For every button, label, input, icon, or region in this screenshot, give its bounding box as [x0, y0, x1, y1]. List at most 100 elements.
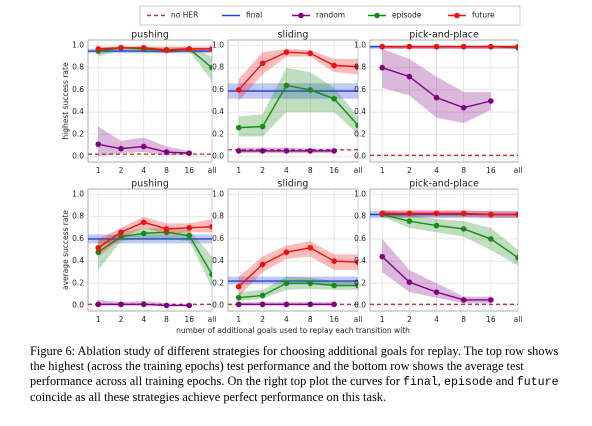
x-tick-label: 2: [407, 166, 412, 175]
x-tick-label: 2: [260, 315, 265, 324]
x-tick-label: 4: [141, 315, 146, 324]
data-point: [355, 282, 358, 289]
data-point: [235, 301, 242, 308]
series-line: [382, 213, 518, 259]
data-point: [163, 47, 170, 53]
figure: 0.0 0.2 0.4 0.6 0.8 1.0 1 2 4 8 16 all pushing highes…: [61, 5, 523, 335]
confidence-band: [238, 276, 358, 302]
data-point: [95, 244, 102, 251]
data-point: [379, 253, 386, 260]
y-tick-label: 0.2: [354, 129, 366, 138]
confidence-band: [382, 210, 518, 266]
data-point: [307, 87, 314, 93]
data-point: [307, 148, 314, 154]
subplot-title: pushing: [131, 30, 169, 41]
x-axis-label: number of additional goals used to repla…: [176, 326, 410, 335]
data-point: [488, 43, 494, 50]
data-point: [186, 225, 193, 231]
y-tick-label: 0.6: [354, 234, 366, 243]
data-point: [95, 141, 102, 148]
data-point: [163, 226, 170, 232]
data-point: [379, 43, 386, 50]
caption-code: episode: [443, 376, 493, 389]
plot-content: [228, 48, 358, 154]
legend-label: future: [472, 11, 495, 20]
y-tick-label: 0.2: [72, 129, 84, 138]
x-tick-label: 8: [164, 315, 169, 324]
y-tick-label: 0.4: [354, 256, 366, 265]
x-tick-label: all: [208, 166, 217, 175]
legend-label: random: [316, 11, 345, 20]
y-tick-label: 0.0: [72, 300, 84, 309]
y-tick-label: 0.6: [354, 85, 366, 94]
y-tick-label: 0.8: [212, 63, 224, 72]
legend-label: episode: [392, 11, 422, 20]
data-point: [163, 149, 170, 155]
x-tick-label: 2: [260, 166, 265, 175]
y-tick-label: 0.6: [72, 85, 84, 94]
data-point: [259, 261, 266, 268]
data-point: [118, 233, 124, 240]
data-point: [209, 64, 212, 71]
data-point: [515, 211, 518, 218]
data-point: [95, 301, 102, 308]
subplot-title: pick-and-place: [409, 179, 479, 190]
plot-content: [228, 241, 358, 308]
data-point: [235, 148, 242, 154]
data-point: [488, 236, 494, 242]
data-point: [307, 301, 314, 308]
legend-marker: [298, 12, 304, 19]
data-point: [488, 297, 494, 303]
data-point: [331, 282, 337, 289]
series-line: [97, 231, 212, 275]
y-tick-label: 0.0: [72, 151, 84, 160]
series-line: [238, 282, 358, 299]
data-point: [163, 302, 170, 309]
y-tick-label: 0.4: [212, 107, 224, 116]
data-point: [406, 73, 413, 80]
data-point: [331, 62, 337, 69]
data-point: [460, 43, 467, 50]
y-tick-label: 0.0: [354, 300, 366, 309]
x-tick-label: all: [514, 315, 523, 324]
x-tick-label: 16: [486, 166, 496, 175]
data-point: [433, 43, 440, 50]
plot-area: [369, 188, 519, 312]
data-point: [460, 297, 467, 303]
data-point: [406, 218, 413, 224]
caption-code: final: [402, 376, 438, 389]
x-tick-label: 2: [119, 166, 124, 175]
x-tick-label: all: [514, 166, 523, 175]
series-line: [238, 84, 358, 129]
series-line: [238, 51, 358, 91]
x-tick-label: 16: [486, 315, 496, 324]
data-point: [118, 44, 124, 51]
subplot-title: pick-and-place: [409, 30, 479, 41]
data-point: [95, 46, 102, 52]
plot-area: [87, 188, 213, 312]
series-line: [238, 247, 358, 288]
x-tick-label: 8: [308, 166, 313, 175]
data-point: [235, 124, 242, 131]
x-tick-label: 4: [284, 166, 289, 175]
x-tick-label: all: [354, 315, 363, 324]
data-point: [186, 302, 193, 309]
data-point: [235, 294, 242, 301]
plot-content: [88, 44, 212, 157]
x-tick-label: 1: [236, 315, 241, 324]
legend-marker: [374, 12, 380, 19]
confidence-band: [238, 67, 358, 137]
y-tick-label: 0.8: [354, 63, 366, 72]
data-point: [307, 50, 314, 57]
data-point: [259, 148, 266, 154]
plot-content: [370, 210, 518, 306]
data-point: [379, 210, 386, 217]
data-point: [186, 232, 193, 239]
caption: Figure 6: Ablation study of different st…: [30, 344, 570, 405]
plot-content: [370, 43, 518, 157]
y-tick-label: 0.8: [212, 212, 224, 221]
data-point: [355, 259, 358, 265]
y-tick-label: 0.2: [212, 278, 224, 287]
y-tick-label: 1.0: [354, 41, 366, 50]
